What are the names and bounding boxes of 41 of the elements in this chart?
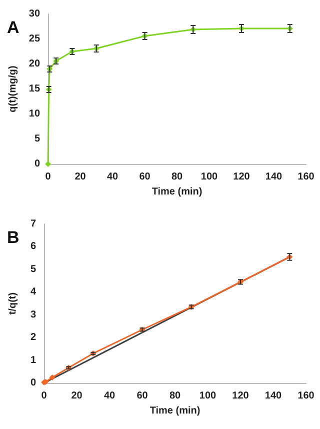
y-axis-title: t/q(t) bbox=[8, 292, 18, 315]
x-tick-label: 160 bbox=[298, 390, 315, 402]
y-tick-label: 10 bbox=[28, 108, 40, 120]
x-tick-label: 60 bbox=[136, 390, 148, 402]
y-tick-label: 0 bbox=[30, 378, 36, 388]
point bbox=[45, 161, 52, 167]
x-tick-label: 40 bbox=[104, 390, 116, 402]
x-tick-label: 0 bbox=[41, 390, 48, 402]
x-tick-label: 100 bbox=[199, 390, 217, 402]
y-tick-label: 3 bbox=[30, 309, 36, 320]
x-tick-label: 160 bbox=[298, 172, 315, 182]
y-tick-label: 30 bbox=[28, 8, 40, 20]
x-tick-label: 20 bbox=[71, 390, 83, 402]
x-tick-label: 120 bbox=[232, 390, 250, 402]
x-tick-label: 80 bbox=[171, 172, 184, 182]
x-tick-label: 20 bbox=[74, 172, 86, 182]
y-tick-label: 0 bbox=[34, 158, 40, 170]
x-tick-label: 60 bbox=[139, 172, 151, 182]
y-tick-label: 6 bbox=[30, 241, 36, 252]
y-tick-label: 20 bbox=[28, 58, 40, 70]
y-tick-label: 7 bbox=[30, 218, 36, 230]
y-tick-label: 5 bbox=[30, 264, 36, 275]
x-axis-title: Time (min) bbox=[150, 405, 200, 416]
x-tick-label: 120 bbox=[233, 172, 250, 182]
chart-title: A bbox=[7, 18, 20, 37]
y-tick-label: 15 bbox=[28, 84, 40, 94]
y-tick-label: 4 bbox=[30, 286, 36, 298]
x-tick-label: 140 bbox=[264, 390, 282, 402]
y-tick-label: 5 bbox=[34, 134, 40, 144]
x-tick-label: 80 bbox=[169, 390, 181, 402]
x-axis-title: Time (min) bbox=[152, 186, 202, 198]
x-tick-label: 100 bbox=[200, 172, 218, 182]
chart-title: B bbox=[7, 228, 20, 247]
x-tick-label: 0 bbox=[45, 172, 52, 182]
y-axis-title: q(t)(mg/g) bbox=[8, 66, 18, 112]
y-tick-label: 2 bbox=[30, 332, 36, 344]
x-tick-label: 40 bbox=[106, 172, 119, 182]
point bbox=[49, 374, 56, 381]
y-tick-label: 25 bbox=[28, 34, 40, 44]
x-tick-label: 140 bbox=[265, 172, 283, 182]
y-tick-label: 1 bbox=[30, 354, 36, 366]
